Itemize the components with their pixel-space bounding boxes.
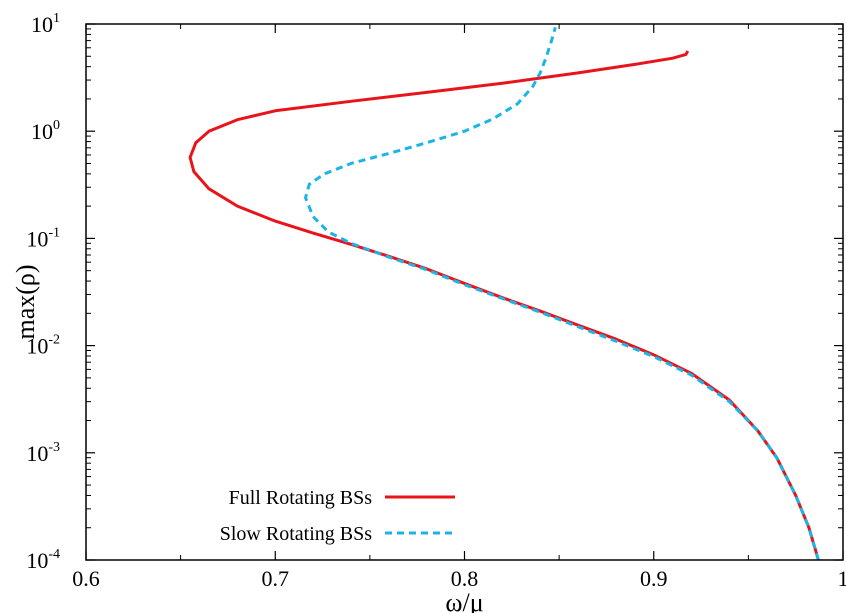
y-tick-exponent: -1 — [48, 225, 60, 240]
legend-label: Slow Rotating BSs — [220, 523, 372, 545]
legend: Full Rotating BSs Slow Rotating BSs — [220, 487, 455, 545]
x-axis-title: ω/μ — [445, 588, 483, 613]
x-tick-label: 0.7 — [262, 566, 290, 591]
y-tick-label: 101 — [31, 11, 60, 37]
legend-label: Full Rotating BSs — [229, 487, 373, 509]
y-tick-exponent: -3 — [48, 440, 60, 455]
y-tick-exponent: 0 — [53, 118, 60, 133]
x-tick-label: 1 — [838, 566, 846, 591]
y-tick-exponent: -4 — [48, 547, 60, 562]
y-tick-exponent: -2 — [48, 333, 60, 348]
series-layer — [188, 26, 820, 561]
x-tick-label: 0.9 — [640, 566, 668, 591]
y-tick-exponent: 1 — [53, 11, 60, 26]
series-line-2 — [304, 26, 820, 561]
x-tick-label: 0.8 — [451, 566, 479, 591]
x-tick-label: 0.6 — [72, 566, 100, 591]
plot-frame — [85, 23, 844, 561]
y-axis-title: max(ρ) — [11, 264, 40, 339]
